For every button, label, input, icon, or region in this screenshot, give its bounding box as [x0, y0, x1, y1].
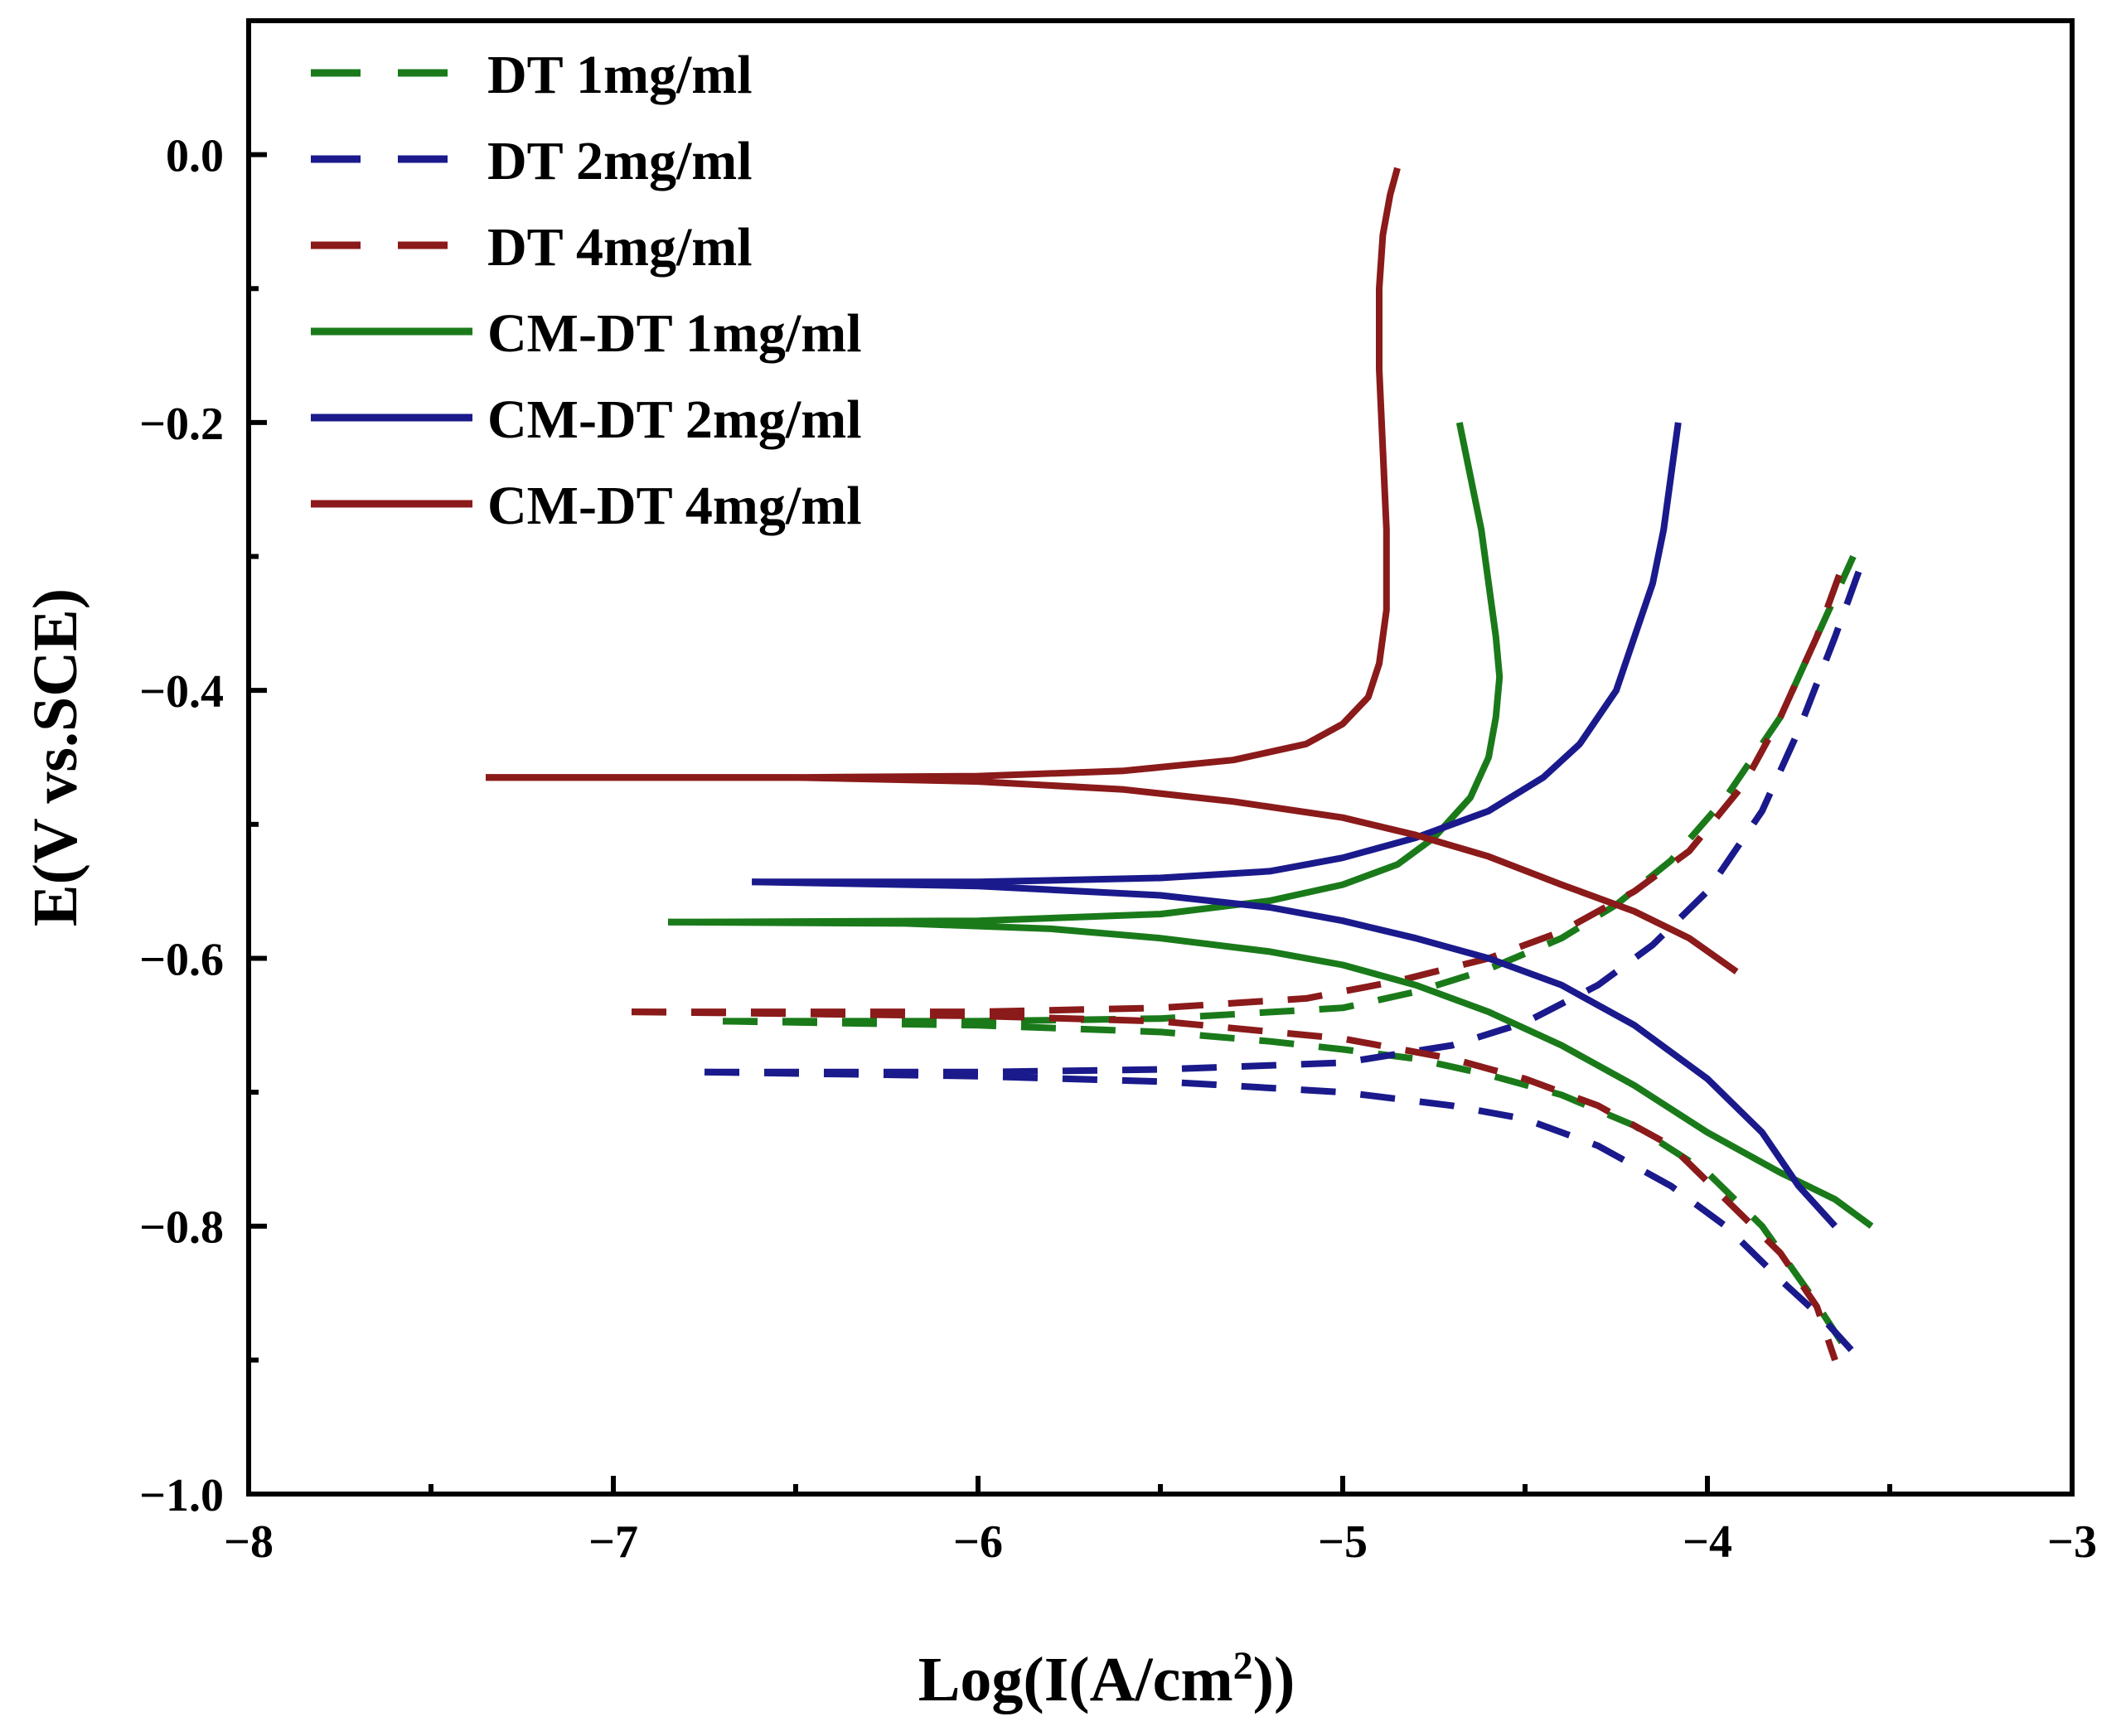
series-dt-1mg-ml-anodic [723, 554, 1857, 1025]
x-tick-label: −6 [953, 1516, 1003, 1568]
y-tick-label: −1.0 [139, 1470, 224, 1521]
y-tick-label: −0.6 [139, 934, 224, 985]
axis-ticks: −8 −7 −6 −5 −4 −3 0.0 −0.2 −0.4 −0.6 −0.8 −1.0 [139, 18, 2097, 1568]
x-tick-label: −3 [2047, 1516, 2097, 1568]
series-cm-dt-2mg-ml-cathodic [752, 878, 1838, 1229]
legend: DT 1mg/ml DT 2mg/ml DT 4mg/ml CM-DT 1mg/ml C… [311, 45, 862, 536]
series-cm-dt-4mg-ml-cathodic [486, 774, 1739, 974]
y-tick-label: 0.0 [166, 131, 224, 182]
legend-label: CM-DT 1mg/ml [487, 303, 862, 364]
x-tick-label: −8 [224, 1516, 274, 1568]
legend-label: DT 1mg/ml [487, 45, 753, 105]
y-axis-title: E(V vs.SCE) [21, 588, 90, 926]
curves [486, 167, 1874, 1363]
x-tick-label: −5 [1318, 1516, 1368, 1568]
legend-label: DT 4mg/ml [487, 217, 753, 278]
y-tick-label: −0.8 [139, 1202, 224, 1254]
legend-label: DT 2mg/ml [487, 131, 753, 191]
legend-label: CM-DT 4mg/ml [487, 476, 862, 536]
series-dt-1mg-ml-cathodic [722, 1018, 1857, 1362]
y-tick-label: −0.2 [139, 399, 224, 450]
x-tick-label: −4 [1683, 1516, 1732, 1568]
series-cm-dt-2mg-ml-anodic [752, 422, 1682, 886]
series-dt-4mg-ml-cathodic [631, 1008, 1838, 1361]
x-axis-title-prefix: Log(I(A/cm [918, 1645, 1233, 1714]
series-cm-dt-1mg-ml-cathodic [667, 918, 1874, 1229]
series-dt-4mg-ml-anodic [632, 555, 1849, 1016]
x-axis-title-suffix: )) [1253, 1645, 1295, 1714]
legend-label: CM-DT 2mg/ml [487, 389, 862, 450]
series-cm-dt-4mg-ml-anodic [486, 167, 1401, 781]
x-axis-title: Log(I(A/cm2)) [918, 1644, 1295, 1715]
y-tick-label: −0.4 [139, 666, 224, 718]
x-axis-title-sup: 2 [1233, 1644, 1253, 1688]
series-cm-dt-1mg-ml-anodic [667, 422, 1504, 926]
series-dt-2mg-ml-anodic [705, 555, 1867, 1076]
series-dt-2mg-ml-cathodic [704, 1068, 1863, 1363]
x-tick-label: −7 [588, 1516, 638, 1568]
